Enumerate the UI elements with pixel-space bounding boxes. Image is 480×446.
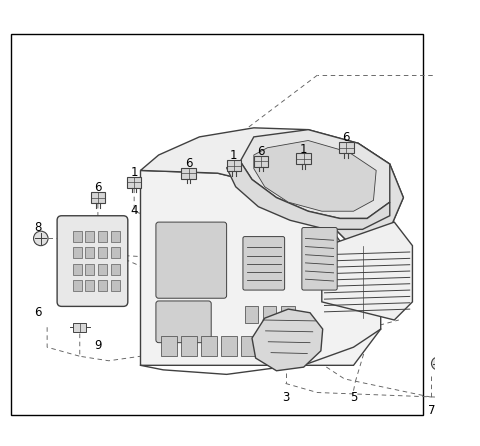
Bar — [98, 280, 107, 291]
Bar — [110, 248, 120, 258]
Polygon shape — [141, 170, 381, 365]
Text: 6: 6 — [94, 181, 102, 194]
Polygon shape — [254, 140, 376, 211]
Bar — [181, 336, 197, 356]
Text: 6: 6 — [257, 145, 265, 158]
Bar — [85, 280, 94, 291]
Text: 9: 9 — [94, 339, 102, 352]
Bar — [85, 231, 94, 242]
Text: 1: 1 — [230, 149, 238, 162]
FancyBboxPatch shape — [243, 236, 285, 290]
Bar — [98, 231, 107, 242]
Text: 1: 1 — [300, 143, 307, 156]
Bar — [241, 336, 256, 356]
Polygon shape — [252, 309, 323, 371]
Circle shape — [432, 357, 444, 370]
Bar — [98, 264, 107, 275]
Polygon shape — [322, 143, 403, 248]
Bar — [72, 264, 82, 275]
Bar — [72, 231, 82, 242]
Circle shape — [34, 231, 48, 246]
Bar — [72, 280, 82, 291]
Bar — [245, 306, 258, 323]
Bar — [339, 142, 353, 153]
Bar — [85, 248, 94, 258]
Text: 6: 6 — [185, 157, 192, 169]
Bar — [110, 280, 120, 291]
Text: 8: 8 — [35, 221, 42, 234]
Text: 6: 6 — [35, 306, 42, 319]
Polygon shape — [141, 128, 403, 248]
Bar — [72, 248, 82, 258]
Bar — [73, 323, 86, 332]
Polygon shape — [322, 222, 412, 320]
Bar — [85, 264, 94, 275]
Text: 1: 1 — [131, 166, 138, 179]
Text: 4: 4 — [131, 204, 138, 217]
Polygon shape — [240, 130, 390, 219]
FancyBboxPatch shape — [156, 301, 211, 343]
Bar — [91, 192, 105, 203]
Bar — [181, 168, 196, 178]
FancyBboxPatch shape — [57, 216, 128, 306]
Polygon shape — [227, 161, 390, 229]
Bar — [263, 306, 276, 323]
FancyBboxPatch shape — [302, 227, 337, 290]
Bar — [110, 264, 120, 275]
Bar — [98, 248, 107, 258]
Text: 6: 6 — [343, 131, 350, 145]
Bar — [127, 177, 142, 188]
Bar — [227, 161, 241, 171]
Bar — [281, 306, 295, 323]
Bar — [161, 336, 177, 356]
Bar — [297, 153, 311, 164]
Bar — [221, 336, 237, 356]
Text: 5: 5 — [350, 391, 357, 404]
Text: 3: 3 — [282, 391, 289, 404]
Bar — [110, 231, 120, 242]
FancyBboxPatch shape — [156, 222, 227, 298]
Text: 7: 7 — [428, 404, 435, 417]
Bar — [201, 336, 216, 356]
Bar — [254, 156, 268, 167]
